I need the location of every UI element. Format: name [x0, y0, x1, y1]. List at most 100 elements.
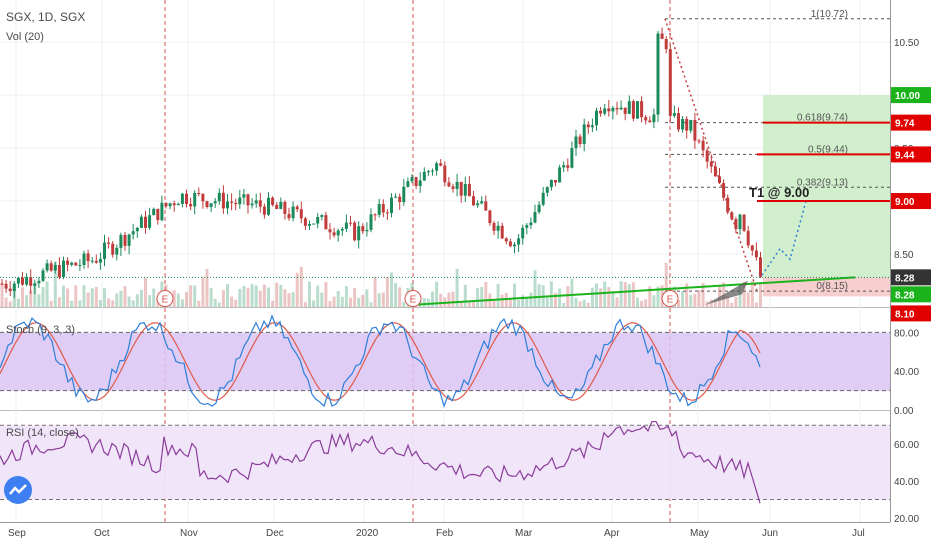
volume-bar	[361, 294, 365, 307]
volume-bar	[320, 292, 324, 307]
volume-bar	[476, 287, 480, 307]
candle-body	[492, 223, 496, 231]
candle-body	[422, 171, 426, 181]
candle-body	[340, 228, 344, 231]
volume-bar	[648, 286, 652, 307]
candle-body	[418, 180, 422, 186]
volume-bar	[426, 298, 430, 307]
time-axis-tick: Apr	[604, 528, 620, 539]
price-tag-label: 8.28	[895, 273, 915, 284]
candle-body	[615, 107, 619, 110]
time-axis-tick: Feb	[436, 528, 454, 539]
candle-body	[8, 288, 12, 292]
fib-label: 0(8.15)	[816, 281, 848, 292]
candle-body	[78, 264, 82, 266]
volume-bar	[308, 281, 311, 307]
volume-bar	[139, 289, 143, 307]
candle-body	[156, 208, 160, 221]
candle-body	[385, 212, 389, 214]
volume-bar	[316, 285, 320, 307]
volume-bar	[431, 291, 434, 307]
volume-bar	[340, 296, 344, 307]
stoch-axis-tick: 40.00	[894, 367, 919, 378]
pane-separator	[0, 307, 890, 308]
candle-body	[12, 283, 16, 292]
candle-body	[365, 229, 369, 232]
fib-label: 0.618(9.74)	[797, 113, 848, 124]
volume-bar	[25, 295, 29, 307]
candle-body	[29, 277, 33, 286]
volume-bar	[590, 287, 594, 307]
volume-bar	[545, 297, 549, 307]
volume-bar	[234, 299, 238, 307]
volume-bar	[111, 300, 115, 307]
volume-bar	[221, 290, 225, 307]
candle-body	[213, 201, 217, 204]
volume-bar	[226, 284, 229, 307]
volume-bar	[332, 296, 336, 307]
earnings-marker-label: E	[667, 295, 674, 306]
volume-bar	[709, 299, 713, 307]
volume-bar	[21, 287, 24, 307]
candle-body	[451, 186, 455, 189]
volume-bar	[37, 294, 41, 307]
stop-zone	[763, 277, 890, 297]
candle-body	[283, 201, 287, 215]
volume-bar	[90, 288, 94, 307]
volume-bar	[644, 299, 648, 307]
volume-bar	[607, 287, 611, 307]
volume-bar	[652, 295, 656, 307]
volume-bar	[230, 296, 234, 307]
volume-bar	[492, 300, 496, 307]
volume-bar	[508, 298, 512, 307]
volume-bar	[549, 281, 553, 307]
candle-body	[734, 219, 738, 230]
candle-body	[677, 113, 680, 130]
volume-bar	[82, 285, 86, 307]
stoch-axis-tick: 80.00	[894, 328, 919, 339]
time-axis-tick: Jun	[762, 528, 778, 539]
volume-bar	[242, 286, 246, 307]
volume-bar	[685, 283, 689, 307]
rsi-pane	[0, 420, 890, 504]
volume-bar	[451, 291, 455, 307]
candle-body	[226, 201, 229, 209]
volume-bar	[537, 284, 541, 307]
candle-body	[33, 283, 37, 286]
candle-body	[37, 280, 41, 284]
volume-bar	[279, 284, 283, 307]
volume-bar	[324, 282, 328, 307]
candle-body	[357, 226, 361, 241]
volume-bar	[484, 282, 488, 307]
overlays: T1 @ 9.00 E E E	[0, 18, 890, 308]
symbol-legend: SGX, 1D, SGX	[6, 10, 86, 24]
candle-body	[250, 203, 254, 206]
candle-body	[111, 243, 115, 255]
candle-body	[623, 107, 627, 114]
candle-body	[414, 177, 418, 186]
candle-body	[246, 194, 250, 206]
stoch-legend: Stoch (9, 3, 3)	[6, 324, 76, 336]
volume-bar	[197, 300, 201, 307]
volume-bar	[570, 278, 574, 307]
candle-body	[582, 124, 586, 144]
volume-bar	[472, 299, 475, 307]
volume-bar	[566, 286, 570, 307]
volume-bar	[734, 296, 738, 307]
volume-bar	[189, 285, 193, 307]
candle-body	[590, 125, 594, 128]
rsi-axis-tick: 40.00	[894, 477, 919, 488]
stoch-pane	[0, 314, 890, 409]
candle-body	[176, 203, 180, 206]
volume-bar	[53, 261, 57, 307]
volume-bar	[291, 292, 295, 307]
candle-body	[463, 183, 467, 196]
candle-body	[537, 204, 541, 213]
support-trendline	[411, 276, 856, 306]
candle-body	[185, 193, 188, 204]
candle-body	[197, 192, 201, 194]
volume-bar	[533, 270, 537, 307]
candle-body	[127, 234, 131, 246]
volume-bar	[185, 291, 188, 307]
tradingview-logo-icon[interactable]	[4, 476, 32, 504]
